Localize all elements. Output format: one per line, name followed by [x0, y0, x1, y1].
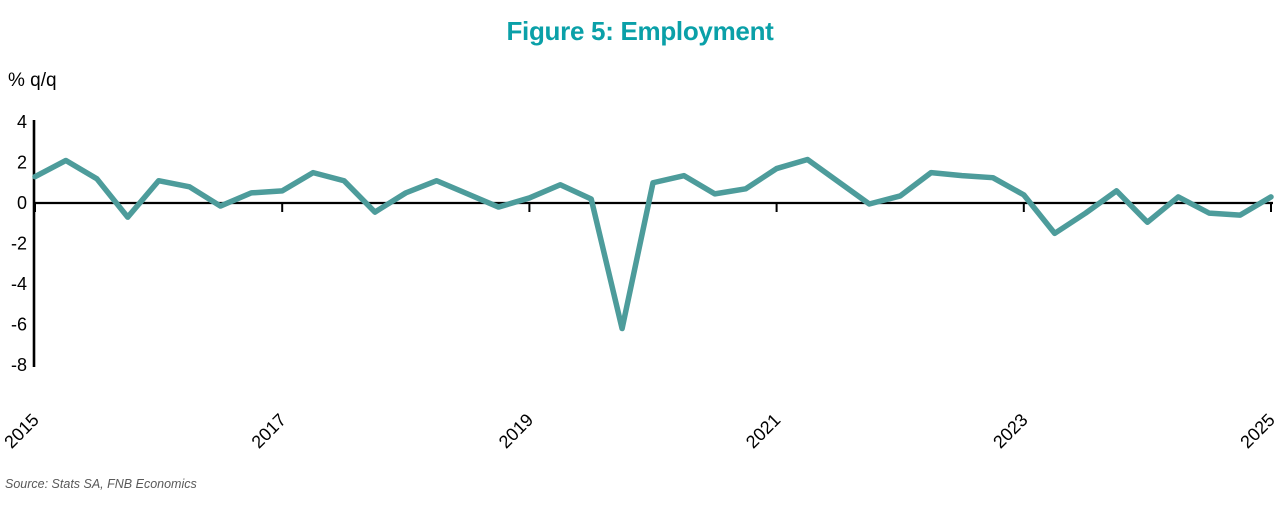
x-tick-label: 2025 — [1236, 410, 1278, 452]
y-tick-label: 0 — [17, 193, 27, 213]
x-tick-label: 2021 — [742, 410, 784, 452]
chart-title: Figure 5: Employment — [506, 16, 774, 46]
y-tick-label: 2 — [17, 153, 27, 173]
y-tick-label: -6 — [11, 315, 27, 335]
x-tick-label: 2015 — [0, 410, 42, 452]
y-tick-label: 4 — [17, 112, 27, 132]
source-note: Source: Stats SA, FNB Economics — [5, 477, 197, 491]
x-tick-label: 2017 — [248, 410, 290, 452]
y-tick-label: -4 — [11, 274, 27, 294]
x-tick-label: 2023 — [989, 410, 1031, 452]
y-tick-label: -2 — [11, 234, 27, 254]
y-axis-unit-label: % q/q — [8, 70, 57, 91]
x-tick-label: 2019 — [495, 410, 537, 452]
employment-line-series — [32, 156, 1274, 332]
y-tick-label: -8 — [11, 355, 27, 375]
